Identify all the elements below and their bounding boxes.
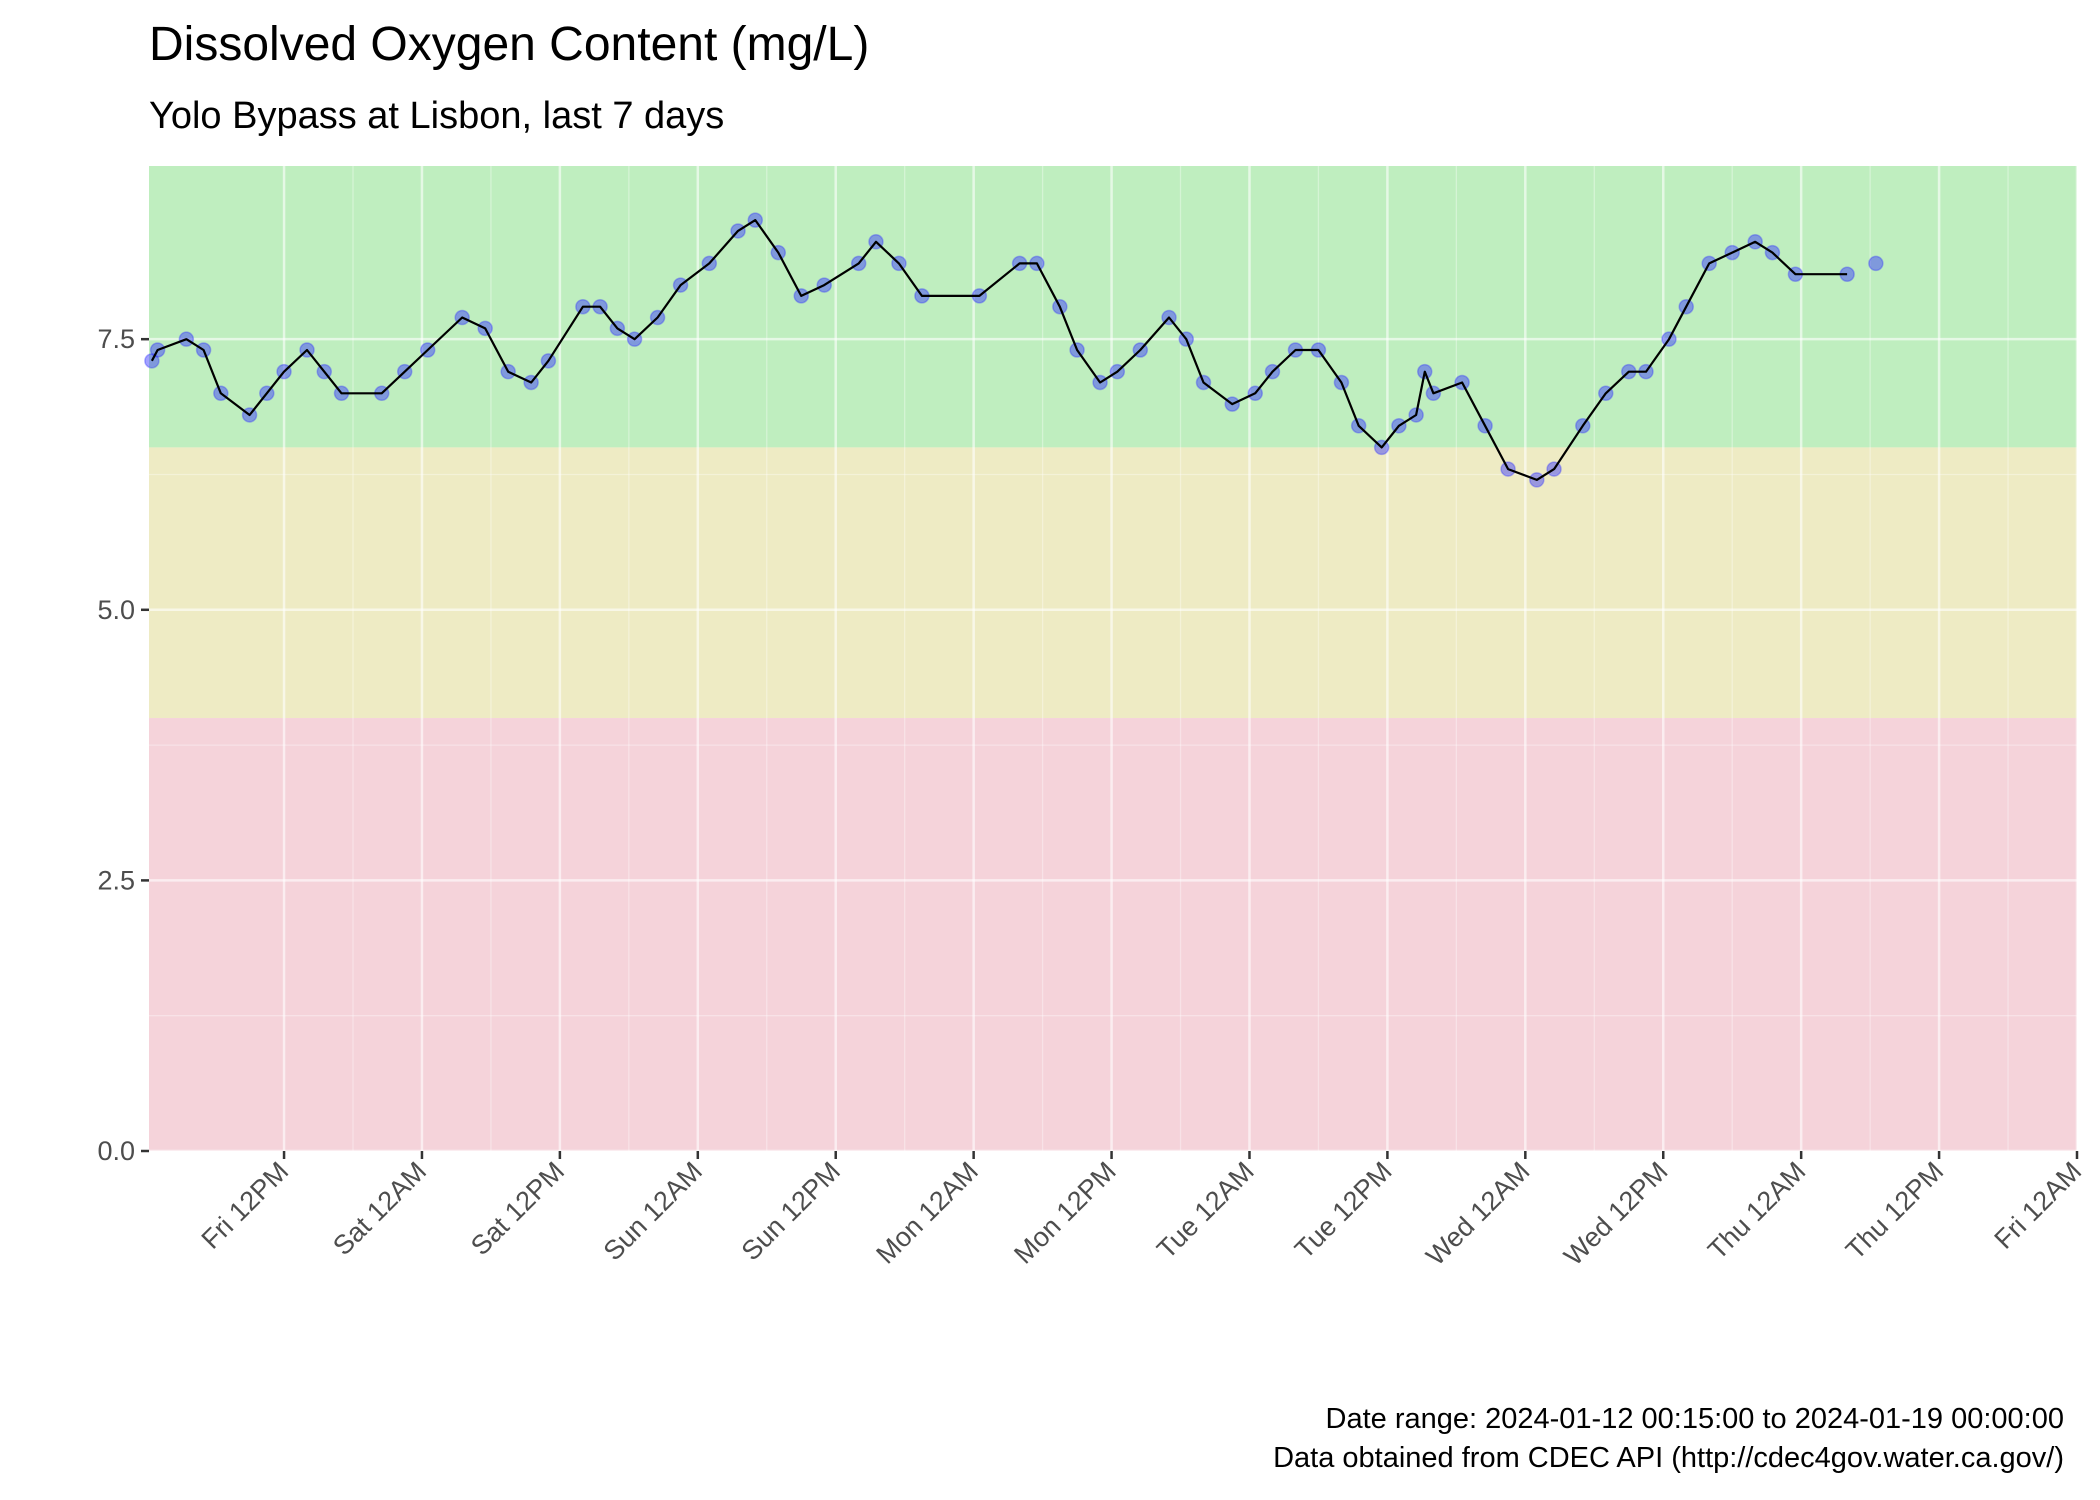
y-tick-label: 5.0 bbox=[97, 595, 135, 625]
x-tick-label: Wed 12AM bbox=[1420, 1156, 1535, 1271]
x-tick-label: Sun 12PM bbox=[736, 1156, 846, 1266]
x-tick-label: Mon 12PM bbox=[1008, 1156, 1122, 1270]
data-point bbox=[1052, 298, 1068, 315]
x-tick-label: Thu 12PM bbox=[1840, 1156, 1949, 1265]
y-tick-label: 0.0 bbox=[97, 1136, 135, 1166]
y-tick-label: 7.5 bbox=[97, 324, 135, 354]
threshold-band bbox=[149, 718, 2077, 1151]
data-point bbox=[891, 255, 907, 272]
data-point bbox=[1178, 331, 1195, 347]
data-point bbox=[1408, 407, 1424, 423]
data-point bbox=[144, 353, 160, 369]
data-point bbox=[178, 331, 195, 347]
data-point bbox=[1092, 374, 1108, 391]
data-point bbox=[419, 342, 436, 358]
data-point bbox=[1724, 244, 1740, 261]
x-tick-label: Fri 12PM bbox=[196, 1156, 295, 1255]
threshold-band bbox=[149, 166, 2077, 448]
data-point bbox=[500, 363, 516, 380]
x-tick-label: Tue 12AM bbox=[1151, 1156, 1260, 1265]
data-point bbox=[523, 374, 539, 391]
x-tick-label: Sat 12AM bbox=[327, 1156, 432, 1261]
data-point bbox=[1247, 385, 1263, 402]
data-point bbox=[1678, 298, 1694, 315]
data-point bbox=[672, 277, 689, 293]
data-point bbox=[1425, 385, 1442, 402]
x-tick-label: Tue 12PM bbox=[1289, 1156, 1398, 1265]
threshold-band bbox=[149, 447, 2077, 719]
chart-subtitle: Yolo Bypass at Lisbon, last 7 days bbox=[149, 95, 724, 137]
caption: Data obtained from CDEC API (http://cdec… bbox=[1273, 1442, 2064, 1474]
data-point bbox=[1868, 255, 1884, 272]
data-point bbox=[1132, 342, 1149, 358]
x-tick-label: Sat 12PM bbox=[465, 1156, 570, 1261]
chart-title: Dissolved Oxygen Content (mg/L) bbox=[149, 18, 869, 71]
x-tick-label: Sun 12AM bbox=[598, 1156, 708, 1266]
data-point bbox=[1529, 472, 1545, 488]
data-point bbox=[816, 277, 832, 293]
caption: Date range: 2024-01-12 00:15:00 to 2024-… bbox=[1326, 1403, 2064, 1435]
data-point bbox=[1350, 418, 1367, 434]
x-tick-label: Thu 12AM bbox=[1702, 1156, 1811, 1265]
x-tick-label: Mon 12AM bbox=[870, 1156, 984, 1270]
data-point bbox=[1500, 461, 1516, 477]
data-point bbox=[477, 320, 493, 337]
x-tick-label: Wed 12PM bbox=[1558, 1156, 1673, 1271]
data-point bbox=[333, 385, 350, 402]
y-tick-label: 2.5 bbox=[97, 865, 135, 895]
data-point bbox=[971, 288, 988, 304]
x-tick-label: Fri 12AM bbox=[1989, 1156, 2088, 1255]
